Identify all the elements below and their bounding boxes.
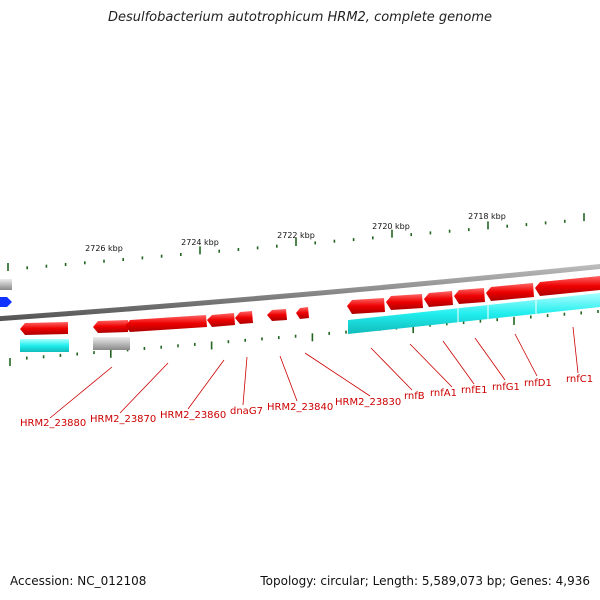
label-pointer-line (119, 362, 169, 414)
cds-arrow (20, 322, 68, 335)
label-pointer-line (514, 333, 538, 377)
cds-arrow (267, 309, 287, 321)
gene-label-rnfd1: rnfD1 (524, 378, 552, 389)
label-pointer-line (572, 326, 579, 374)
gene-label-hrm2_23830: HRM2_23830 (335, 397, 401, 408)
cds-arrow (486, 283, 534, 301)
gene-bar (348, 293, 600, 334)
gene-label-rnfg1: rnfG1 (492, 382, 520, 393)
cds-arrow (296, 307, 309, 319)
label-pointer-line (474, 337, 506, 381)
cds-arrow (235, 311, 253, 324)
grey-feature-left-edge (0, 279, 12, 290)
cds-arrow (386, 294, 423, 310)
gene-label-hrm2_23840: HRM2_23840 (267, 402, 333, 413)
scale-label: 2720 kbp (372, 222, 410, 231)
scale-label: 2726 kbp (85, 244, 123, 253)
map-title: Desulfobacterium autotrophicum HRM2, com… (107, 10, 493, 25)
cds-arrow (125, 315, 207, 332)
genome-summary: Topology: circular; Length: 5,589,073 bp… (260, 574, 590, 588)
gene-label-dnag7: dnaG7 (230, 406, 263, 417)
gene-labels: HRM2_23880 HRM2_23870 HRM2_23860 dnaG7 HRM2_… (20, 374, 593, 429)
gene-label-rnfc1: rnfC1 (566, 374, 593, 385)
cds-arrow (93, 320, 128, 333)
label-pointer-line (370, 347, 413, 391)
cds-arrow (424, 291, 453, 307)
scale-label: 2722 kbp (277, 231, 315, 240)
reverse-cds-track (20, 307, 309, 335)
pseudogene-bar (93, 337, 130, 350)
genome-backbone (0, 263, 600, 322)
cds-arrow (207, 313, 235, 327)
gene-bar (20, 339, 69, 352)
gene-label-rnfa1: rnfA1 (430, 388, 457, 399)
gene-label-hrm2_23870: HRM2_23870 (90, 414, 156, 425)
forward-cds-track (347, 276, 600, 314)
scale-label: 2718 kbp (468, 212, 506, 221)
scale-label: 2724 kbp (181, 238, 219, 247)
gene-label-hrm2_23880: HRM2_23880 (20, 418, 86, 429)
gene-label-hrm2_23860: HRM2_23860 (160, 410, 226, 421)
scale-ticks-outer (7, 213, 585, 271)
label-pointer-line (242, 356, 248, 406)
label-pointer-line (49, 366, 113, 419)
gene-label-rnfe1: rnfE1 (461, 385, 487, 396)
reverse-gene-track (20, 337, 130, 352)
label-pointer-line (187, 359, 225, 410)
label-pointer-line (279, 355, 298, 402)
label-pointer-line (442, 340, 475, 385)
label-pointer-line (409, 343, 453, 388)
accession-label: Accession: NC_012108 (10, 574, 147, 588)
forward-gene-track (348, 293, 600, 334)
cds-arrow (347, 298, 385, 314)
scale-labels: 2726 kbp 2724 kbp 2722 kbp 2720 kbp 2718 kbp (85, 212, 506, 253)
blue-feature-arrow (0, 297, 12, 307)
cds-arrow (454, 288, 485, 304)
gene-label-rnfb: rnfB (404, 391, 425, 402)
label-pointers (49, 326, 579, 419)
label-pointer-line (304, 352, 371, 397)
cds-arrow (535, 276, 600, 296)
